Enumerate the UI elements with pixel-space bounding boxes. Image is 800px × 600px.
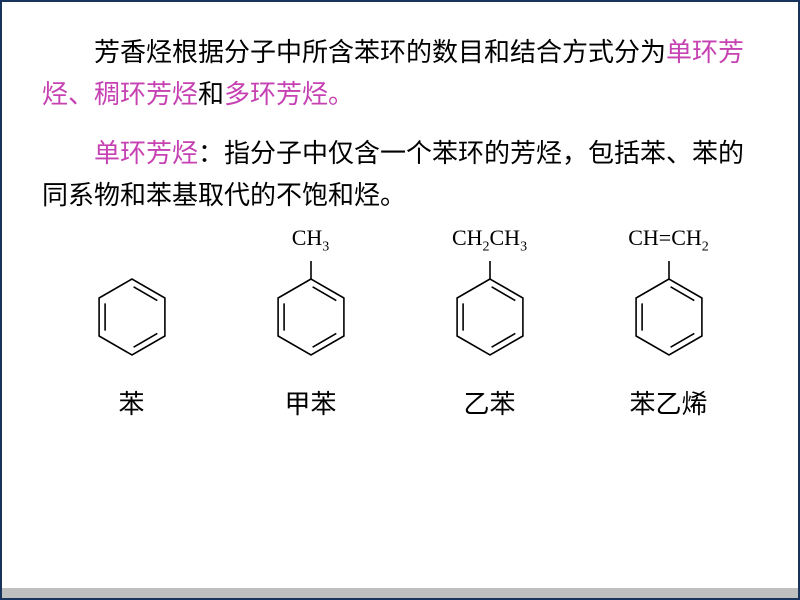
- structure-label: 甲苯: [284, 384, 336, 421]
- p1-pre: 芳香烃根据分子中所含苯环的数目和结合方式分为: [94, 38, 666, 67]
- substituent-label: CH=CH2: [628, 225, 709, 253]
- benzene-ring: [627, 255, 711, 366]
- p2-colon: ：: [198, 139, 224, 168]
- ring-wrap: CH3: [269, 246, 353, 366]
- benzene-ring-icon: [269, 255, 353, 361]
- p1-mid: 和: [198, 80, 224, 109]
- footer-bar: [2, 588, 798, 598]
- benzene-ring: [269, 255, 353, 366]
- benzene-ring: [448, 255, 532, 366]
- benzene-ring: [90, 273, 174, 366]
- p2-lead: 单环芳烃: [94, 139, 198, 168]
- structure-1: CH3 甲苯: [269, 246, 353, 421]
- benzene-ring-icon: [627, 255, 711, 361]
- ring-wrap: [90, 246, 174, 366]
- structure-label: 乙苯: [463, 384, 515, 421]
- benzene-ring-icon: [448, 255, 532, 361]
- structure-label: 苯乙烯: [629, 384, 707, 421]
- paragraph-2: 单环芳烃：指分子中仅含一个苯环的芳烃，包括苯、苯的同系物和苯基取代的不饱和烃。: [42, 133, 758, 216]
- substituent-label: CH3: [292, 225, 330, 253]
- ring-wrap: CH=CH2: [627, 246, 711, 366]
- p1-term2: 多环芳烃。: [224, 80, 354, 109]
- structure-3: CH=CH2 苯乙烯: [627, 246, 711, 421]
- paragraph-1: 芳香烃根据分子中所含苯环的数目和结合方式分为单环芳烃、稠环芳烃和多环芳烃。: [42, 32, 758, 115]
- slide-frame: 芳香烃根据分子中所含苯环的数目和结合方式分为单环芳烃、稠环芳烃和多环芳烃。 单环…: [0, 0, 800, 600]
- structure-2: CH2CH3 乙苯: [448, 246, 532, 421]
- substituent-label: CH2CH3: [452, 225, 527, 253]
- benzene-ring-icon: [90, 273, 174, 361]
- structure-label: 苯: [118, 384, 144, 421]
- structure-0: 苯: [90, 246, 174, 421]
- ring-wrap: CH2CH3: [448, 246, 532, 366]
- structures-row: 苯 CH3 甲苯 CH2CH3 乙苯 CH=CH2 苯乙烯: [42, 246, 758, 421]
